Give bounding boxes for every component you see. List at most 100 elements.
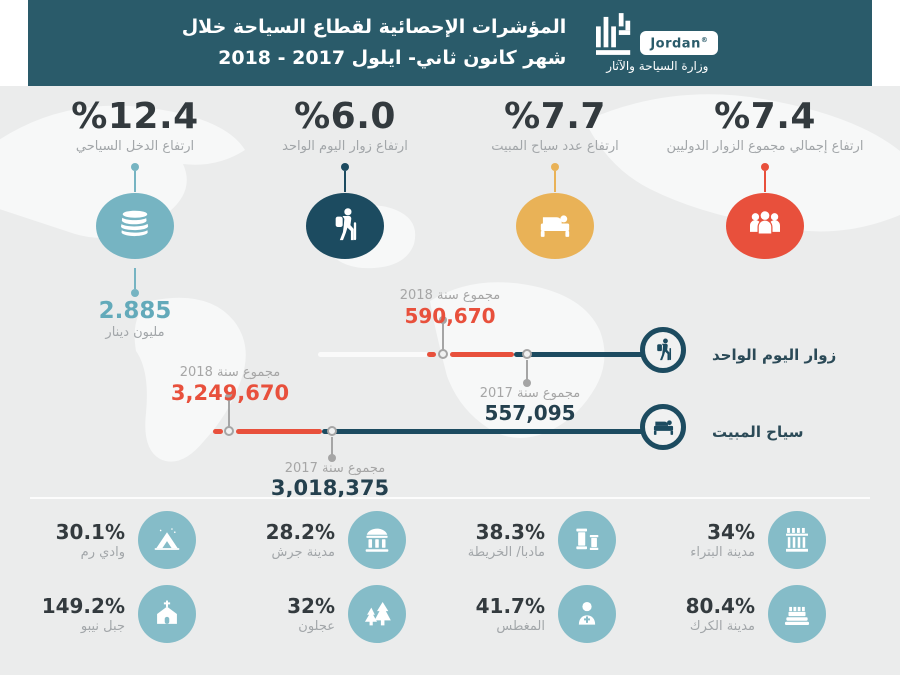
timeline-segment bbox=[213, 429, 223, 434]
kpi-value: %12.4 bbox=[71, 96, 199, 137]
timeline-segment bbox=[318, 352, 428, 357]
jordan-brand-badge: Jordan® bbox=[640, 30, 719, 55]
kpi-value: %6.0 bbox=[294, 96, 396, 137]
kpi-overnight-tourists: %7.7 ارتفاع عدد سياح المبيت bbox=[450, 96, 660, 340]
kpi-pin bbox=[550, 163, 560, 192]
site-wadi-rum: 30.1% وادي رم bbox=[30, 503, 240, 577]
pin-dot bbox=[328, 454, 336, 462]
kpi-label: ارتفاع الدخل السياحي bbox=[75, 139, 195, 154]
church-icon bbox=[138, 585, 196, 643]
site-ajloun: 32% عجلون bbox=[240, 577, 450, 651]
page-title-line1: المؤشرات الإحصائية لقطاع السياحة خلال bbox=[181, 15, 567, 38]
site-jerash: 28.2% مدينة جرش bbox=[240, 503, 450, 577]
site-name: مدينة الكرك bbox=[689, 619, 755, 634]
coins-icon bbox=[96, 193, 174, 259]
kpi-value: %7.4 bbox=[714, 96, 816, 137]
columns-icon bbox=[558, 511, 616, 569]
site-pct: 30.1% bbox=[55, 520, 125, 544]
site-karak: 80.4% مدينة الكرك bbox=[660, 577, 870, 651]
site-mount-nebo: 149.2% جبل نيبو bbox=[30, 577, 240, 651]
site-name: مادبا/ الخريطة bbox=[467, 545, 545, 560]
castle-icon bbox=[768, 585, 826, 643]
comparison-name-overnight: سياح المبيت bbox=[712, 423, 804, 441]
income-unit: مليون دينار bbox=[105, 325, 165, 340]
value-2017: 557,095 bbox=[484, 401, 576, 425]
site-name: عجلون bbox=[298, 619, 335, 634]
comparison-name-same-day: زوار اليوم الواحد bbox=[712, 346, 837, 364]
kpi-label: ارتفاع إجمالي مجموع الزوار الدوليين bbox=[666, 139, 864, 154]
jordan-brand-text: Jordan bbox=[650, 36, 701, 51]
bed-ring-icon bbox=[640, 404, 686, 450]
timeline-segment bbox=[450, 352, 514, 357]
site-pct: 32% bbox=[287, 594, 335, 618]
page-title-line2: شهر كانون ثاني- ايلول 2017 - 2018 bbox=[218, 47, 567, 69]
pin-dot bbox=[225, 393, 233, 401]
timeline-segment bbox=[322, 429, 646, 434]
pin-anchor bbox=[224, 426, 234, 436]
pin-dot bbox=[523, 379, 531, 387]
bed-icon bbox=[516, 193, 594, 259]
pin-line bbox=[228, 400, 230, 427]
pin-line bbox=[442, 323, 444, 350]
kpi-value: %7.7 bbox=[504, 96, 606, 137]
site-name: مدينة البتراء bbox=[690, 545, 755, 560]
hiker-ring-icon bbox=[640, 327, 686, 373]
logo-row: Jordan® bbox=[596, 13, 719, 55]
registered-mark: ® bbox=[700, 35, 709, 44]
site-pct: 149.2% bbox=[41, 594, 125, 618]
site-pct: 38.3% bbox=[475, 520, 545, 544]
timeline-segment bbox=[514, 352, 646, 357]
kpi-tourism-income: %12.4 ارتفاع الدخل السياحي 2.885 مليون د… bbox=[30, 96, 240, 340]
kpi-international-visitors: %7.4 ارتفاع إجمالي مجموع الزوار الدوليين bbox=[660, 96, 870, 340]
year-2018-label: مجموع سنة 2018 bbox=[179, 365, 281, 380]
kpi-pin bbox=[130, 163, 140, 192]
kpi-label: ارتفاع زوار اليوم الواحد bbox=[282, 139, 408, 154]
site-pct: 80.4% bbox=[685, 594, 755, 618]
jordan-tourism-logo: Jordan® وزارة السياحة والآثار bbox=[596, 13, 719, 73]
year-2018-label: مجموع سنة 2018 bbox=[399, 288, 501, 303]
site-pct: 28.2% bbox=[265, 520, 335, 544]
year-2017-label: مجموع سنة 2017 bbox=[284, 461, 386, 476]
site-name: المغطس bbox=[496, 619, 545, 634]
jordan-kufic-mark-icon bbox=[596, 13, 631, 55]
kpi-pin bbox=[340, 163, 350, 192]
site-pct: 34% bbox=[707, 520, 755, 544]
petra-icon bbox=[768, 511, 826, 569]
pin-line bbox=[526, 360, 528, 380]
kpi-same-day-visitors: %6.0 ارتفاع زوار اليوم الواحد bbox=[240, 96, 450, 340]
page-title: المؤشرات الإحصائية لقطاع السياحة خلال شه… bbox=[182, 12, 567, 75]
value-2018: 3,249,670 bbox=[170, 381, 290, 405]
site-name: جبل نيبو bbox=[80, 619, 125, 634]
income-amount: 2.885 bbox=[98, 298, 172, 324]
pin-anchor bbox=[438, 349, 448, 359]
timeline-segment bbox=[236, 429, 322, 434]
site-name: وادي رم bbox=[80, 545, 125, 560]
sites-grid: 34% مدينة البتراء 38.3% مادبا/ الخريطة bbox=[30, 503, 870, 651]
world-map-background bbox=[0, 86, 900, 675]
baptism-icon bbox=[558, 585, 616, 643]
value-2018: 590,670 bbox=[404, 304, 496, 328]
pin-dot bbox=[439, 316, 447, 324]
pin-anchor bbox=[327, 426, 337, 436]
visitors-group-icon bbox=[726, 193, 804, 259]
trees-icon bbox=[348, 585, 406, 643]
ministry-name: وزارة السياحة والآثار bbox=[606, 59, 709, 73]
site-name: مدينة جرش bbox=[271, 545, 335, 560]
hiker-icon bbox=[306, 193, 384, 259]
tent-icon bbox=[138, 511, 196, 569]
pin-line bbox=[331, 437, 333, 455]
kpi-pin bbox=[130, 268, 140, 297]
kpi-label: ارتفاع عدد سياح المبيت bbox=[491, 139, 619, 154]
site-pct: 41.7% bbox=[475, 594, 545, 618]
section-divider bbox=[30, 497, 870, 499]
site-madaba: 38.3% مادبا/ الخريطة bbox=[450, 503, 660, 577]
pin-anchor bbox=[522, 349, 532, 359]
kpi-row: %7.4 ارتفاع إجمالي مجموع الزوار الدوليين… bbox=[30, 96, 870, 340]
header-bar: Jordan® وزارة السياحة والآثار المؤشرات ا… bbox=[28, 0, 872, 86]
year-2017-label: مجموع سنة 2017 bbox=[479, 386, 581, 401]
value-2017: 3,018,375 bbox=[270, 476, 390, 500]
kpi-pin bbox=[760, 163, 770, 192]
timeline-segment bbox=[427, 352, 436, 357]
site-petra: 34% مدينة البتراء bbox=[660, 503, 870, 577]
site-baptism: 41.7% المغطس bbox=[450, 577, 660, 651]
